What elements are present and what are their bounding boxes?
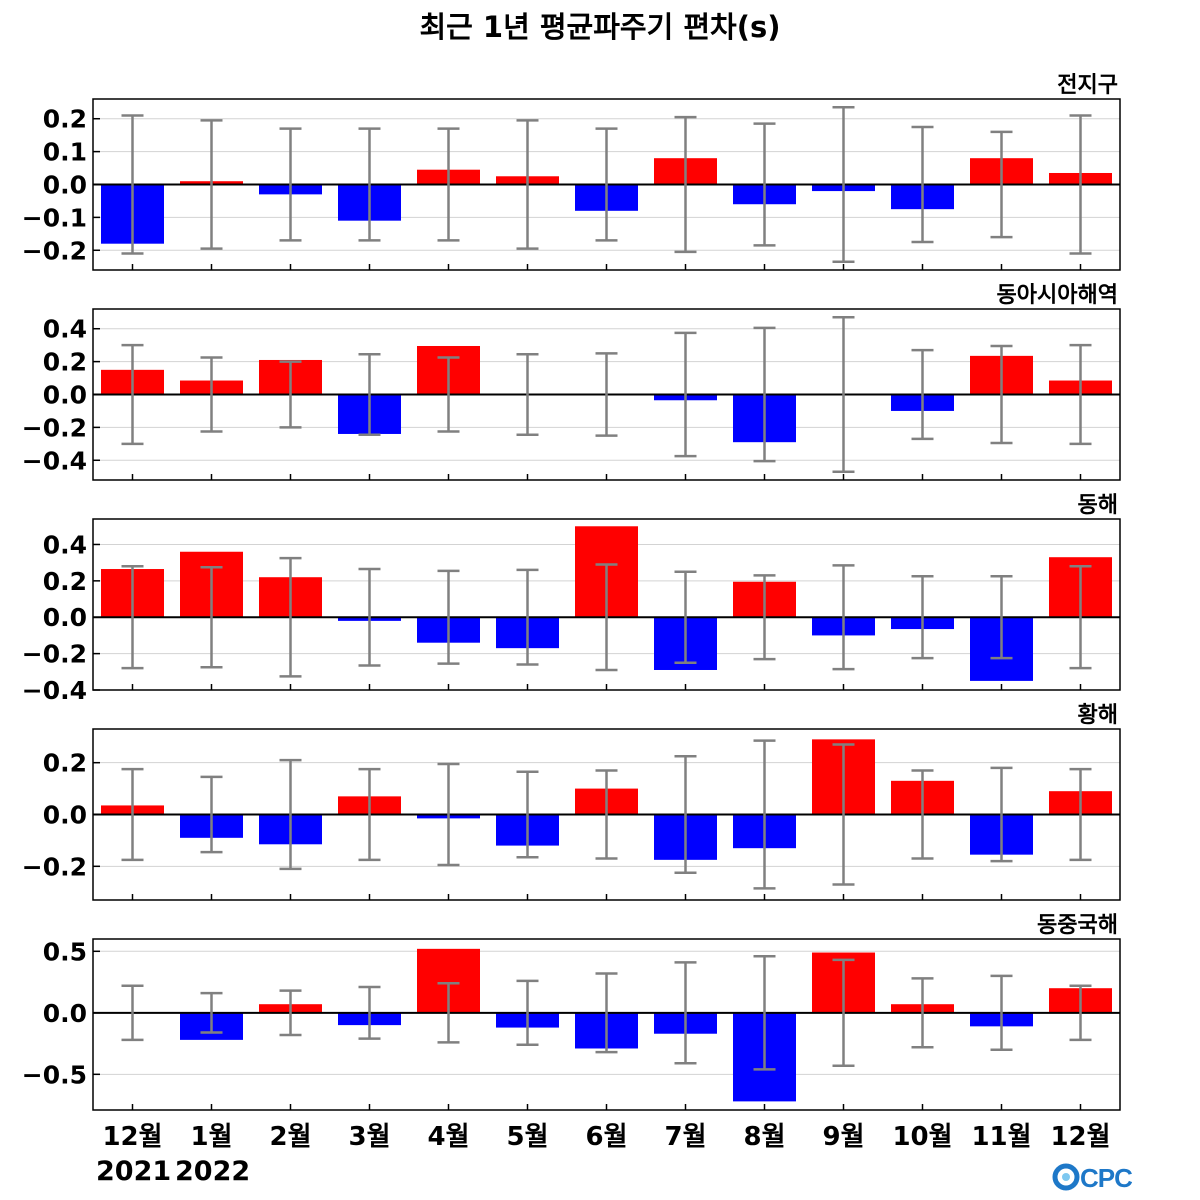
y-tick-label: 0.0 <box>43 603 87 632</box>
x-tick-label: 9월 <box>822 1122 864 1152</box>
y-tick-label: 0.1 <box>43 138 87 167</box>
y-tick-label: 0.2 <box>43 749 87 778</box>
x-tick-label: 5월 <box>506 1122 548 1152</box>
y-tick-label: 0.2 <box>43 105 87 134</box>
y-tick-label: −0.5 <box>22 1060 87 1089</box>
x-tick-label: 6월 <box>585 1122 627 1152</box>
chart-title: 최근 1년 평균파주기 편차(s) <box>419 10 781 44</box>
y-tick-label: 0.2 <box>43 567 87 596</box>
y-tick-label: 0.0 <box>43 381 87 410</box>
panel-subtitle: 황해 <box>1078 703 1118 728</box>
x-tick-label: 1월 <box>190 1122 232 1152</box>
panel-subtitle: 동해 <box>1078 493 1118 518</box>
year-label-end: 2022 <box>175 1156 251 1187</box>
x-tick-label: 12월 <box>102 1122 162 1152</box>
y-tick-label: 0.0 <box>43 801 87 830</box>
y-tick-label: 0.4 <box>43 315 87 344</box>
ocpc-logo: CPC <box>1052 1163 1132 1193</box>
panel-subtitle: 전지구 <box>1057 73 1118 98</box>
x-tick-label: 4월 <box>427 1122 469 1152</box>
svg-text:CPC: CPC <box>1080 1163 1132 1193</box>
y-tick-label: 0.0 <box>43 171 87 200</box>
y-tick-label: −0.4 <box>22 676 87 705</box>
y-tick-label: −0.2 <box>22 413 87 442</box>
y-tick-label: −0.1 <box>22 203 87 232</box>
y-tick-label: 0.4 <box>43 530 87 559</box>
panel-subtitle: 동아시아해역 <box>997 283 1118 308</box>
x-tick-label: 2월 <box>269 1122 311 1152</box>
x-tick-label: 7월 <box>664 1122 706 1152</box>
x-tick-label: 11월 <box>971 1122 1031 1152</box>
y-tick-label: −0.2 <box>22 852 87 881</box>
year-label-start: 2021 <box>96 1156 172 1187</box>
y-tick-label: 0.5 <box>43 937 87 966</box>
panel-subtitle: 동중국해 <box>1037 913 1118 938</box>
x-tick-label: 10월 <box>892 1122 952 1152</box>
y-tick-label: −0.2 <box>22 236 87 265</box>
x-tick-label: 3월 <box>348 1122 390 1152</box>
y-tick-label: −0.2 <box>22 640 87 669</box>
x-tick-label: 12월 <box>1050 1122 1110 1152</box>
y-tick-label: 0.2 <box>43 348 87 377</box>
x-tick-label: 8월 <box>743 1122 785 1152</box>
y-tick-label: −0.4 <box>22 446 87 475</box>
y-tick-label: 0.0 <box>43 999 87 1028</box>
